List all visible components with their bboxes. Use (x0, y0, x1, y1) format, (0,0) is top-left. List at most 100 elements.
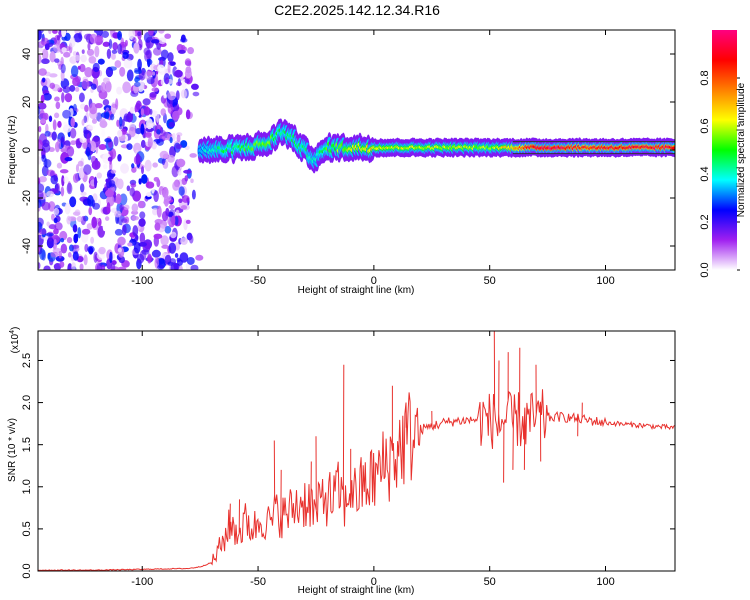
noise-blob (69, 128, 77, 139)
colorbar-label: Normalized spectral amplitude (736, 82, 747, 217)
y-tick-label: 2.5 (21, 353, 33, 368)
noise-blob (63, 176, 69, 184)
noise-blob (109, 251, 113, 264)
snr-y-multiplier-base: (x10 (10, 333, 21, 353)
noise-blob (91, 216, 98, 229)
noise-blob (113, 136, 119, 147)
noise-blob (72, 77, 81, 87)
noise-blob (38, 47, 44, 53)
noise-blob (82, 198, 92, 206)
noise-blob (165, 77, 170, 84)
noise-blob (78, 92, 85, 103)
noise-blob (49, 51, 56, 63)
snr-x-ticks: -100 -50 0 50 100 (131, 331, 615, 588)
colorbar-strip (712, 30, 737, 270)
noise-blob (184, 58, 192, 66)
noise-blob (152, 71, 156, 76)
noise-blob (102, 164, 108, 170)
noise-blob (57, 120, 62, 128)
noise-blob (147, 136, 153, 149)
noise-blob (132, 225, 139, 237)
noise-blob (64, 202, 71, 215)
noise-blob (167, 261, 174, 266)
noise-blob (137, 58, 142, 71)
noise-blob (66, 215, 72, 225)
noise-blob (81, 78, 90, 90)
noise-blob (175, 144, 183, 149)
noise-blob (123, 58, 133, 69)
noise-blob (178, 186, 185, 196)
noise-blob (44, 43, 50, 51)
noise-blob (186, 257, 195, 265)
noise-blob (123, 115, 130, 122)
noise-blob (153, 233, 163, 240)
noise-blob (134, 111, 140, 117)
noise-blob (121, 118, 125, 128)
page-title: C2E2.2025.142.12.34.R16 (274, 2, 440, 18)
noise-blob (79, 63, 86, 73)
noise-blob (48, 73, 58, 78)
x-tick-label: 100 (596, 275, 614, 287)
noise-blob (62, 109, 71, 119)
noise-blob (116, 86, 123, 95)
noise-blob (151, 87, 159, 92)
noise-blob (129, 106, 135, 114)
noise-blob (38, 176, 47, 183)
noise-blob (180, 205, 188, 210)
noise-blob (48, 224, 57, 230)
y-tick-label: 1.0 (21, 479, 33, 494)
noise-blob (104, 138, 112, 143)
noise-blob (119, 66, 126, 77)
noise-blob (191, 189, 196, 200)
noise-blob (132, 37, 137, 44)
noise-blob (102, 221, 107, 232)
noise-blob (123, 204, 130, 210)
noise-blob (110, 263, 116, 270)
colorbar-tick-label: 0.4 (699, 166, 711, 181)
noise-blob (81, 228, 91, 235)
noise-blob (178, 265, 183, 270)
noise-blob (142, 98, 151, 106)
noise-blob (172, 181, 180, 191)
noise-blob (167, 62, 171, 74)
noise-blob (115, 193, 122, 205)
noise-blob (42, 77, 46, 83)
spectrogram-x-axis-label: Height of straight line (km) (298, 285, 415, 296)
x-tick-label: -50 (250, 275, 266, 287)
noise-blob (172, 110, 180, 121)
noise-blob (46, 169, 56, 177)
noise-blob (133, 241, 141, 254)
noise-blob (50, 174, 59, 185)
noise-blob (61, 30, 67, 38)
noise-blob (145, 181, 155, 189)
noise-blob (69, 84, 76, 92)
noise-blob (77, 65, 81, 70)
noise-blob (102, 98, 110, 106)
noise-blob (54, 34, 61, 46)
noise-blob (66, 236, 73, 244)
noise-blob (153, 190, 159, 203)
noise-blob (39, 248, 46, 261)
noise-blob (189, 235, 194, 244)
noise-blob (179, 252, 189, 263)
noise-blob (70, 117, 75, 128)
noise-blob (53, 217, 58, 224)
noise-blob (48, 201, 56, 212)
noise-blob (167, 154, 175, 163)
spectrogram-x-ticks: -100 -50 0 50 100 (131, 30, 615, 287)
noise-blob (126, 143, 133, 151)
noise-blob (170, 231, 177, 239)
noise-blob (173, 105, 180, 110)
y-tick-label: 0 (21, 147, 33, 153)
noise-blob (58, 250, 63, 259)
noise-blob (146, 255, 153, 262)
noise-blob (119, 193, 128, 206)
noise-blob (117, 129, 123, 137)
noise-blob (79, 183, 85, 193)
noise-blob (41, 48, 49, 61)
noise-blob (54, 112, 60, 119)
snr-x-axis-label: Height of straight line (km) (298, 585, 415, 596)
snr-y-multiplier: (x104) (9, 327, 21, 354)
noise-blob (138, 218, 146, 227)
y-tick-label: 1.5 (21, 437, 33, 452)
